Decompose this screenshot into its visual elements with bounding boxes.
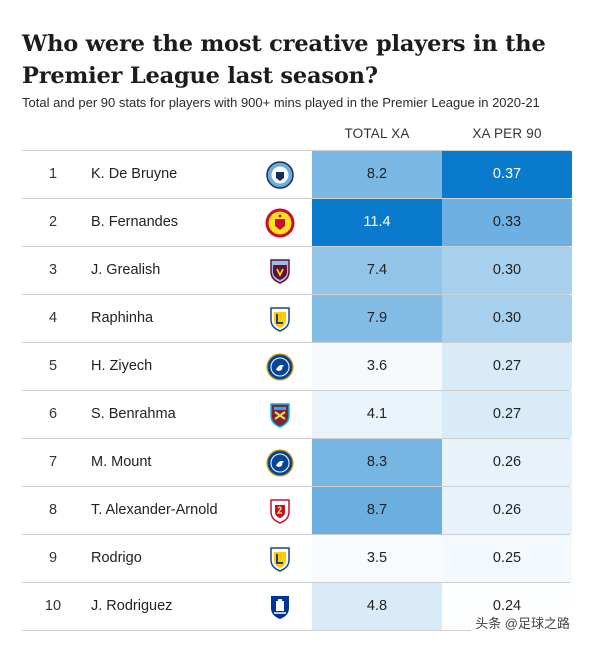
- rank-label: 3: [48, 262, 58, 278]
- west-ham-crest-icon: [265, 400, 295, 430]
- total-xa-cell: 8.7: [312, 487, 442, 534]
- liverpool-crest-icon: [265, 496, 295, 526]
- man-city-crest-icon: [265, 160, 295, 190]
- player-name: K. De Bruyne: [91, 166, 178, 182]
- watermark: 头条 @足球之路: [471, 611, 574, 634]
- rank-label: 7: [48, 454, 58, 470]
- rank-label: 5: [48, 358, 58, 374]
- table-row: 7 M. Mount 8.3 0.26: [22, 438, 572, 486]
- player-name: M. Mount: [91, 454, 152, 470]
- table-row: 9 Rodrigo 3.5 0.25: [22, 534, 572, 582]
- player-name: Raphinha: [91, 310, 154, 326]
- player-name: S. Benrahma: [91, 406, 176, 422]
- table-row: 1 K. De Bruyne 8.2 0.37: [22, 150, 572, 198]
- xa-per-90-cell: 0.25: [442, 535, 572, 582]
- total-xa-cell: 4.8: [312, 583, 442, 630]
- table-row: 4 Raphinha 7.9 0.30: [22, 294, 572, 342]
- total-xa-cell: 8.2: [312, 151, 442, 198]
- leeds-crest-icon: [265, 544, 295, 574]
- xa-per-90-cell: 0.27: [442, 391, 572, 438]
- player-name: T. Alexander-Arnold: [91, 502, 218, 518]
- xa-per-90-cell: 0.37: [442, 151, 572, 198]
- xa-per-90-cell: 0.27: [442, 343, 572, 390]
- table-row: 6 S. Benrahma 4.1 0.27: [22, 390, 572, 438]
- total-xa-cell: 7.4: [312, 247, 442, 294]
- leeds-crest-icon: [265, 304, 295, 334]
- chart-subtitle: Total and per 90 stats for players with …: [22, 95, 540, 110]
- man-united-crest-icon: [265, 208, 295, 238]
- total-xa-cell: 4.1: [312, 391, 442, 438]
- table-row: 8 T. Alexander-Arnold 8.7 0.26: [22, 486, 572, 534]
- rank-label: 6: [48, 406, 58, 422]
- table-row: 3 J. Grealish 7.4 0.30: [22, 246, 572, 294]
- table-row: 2 B. Fernandes 11.4 0.33: [22, 198, 572, 246]
- xa-table: 1 K. De Bruyne 8.2 0.37 2 B. Fernandes 11.4 0.3…: [22, 150, 572, 631]
- rank-label: 9: [48, 550, 58, 566]
- xa-per-90-cell: 0.33: [442, 199, 572, 246]
- aston-villa-crest-icon: [265, 256, 295, 286]
- total-xa-cell: 7.9: [312, 295, 442, 342]
- chelsea-crest-icon: [265, 352, 295, 382]
- total-xa-cell: 8.3: [312, 439, 442, 486]
- xa-per-90-cell: 0.30: [442, 295, 572, 342]
- chart-title: Who were the most creative players in th…: [22, 31, 546, 89]
- player-name: Rodrigo: [91, 550, 142, 566]
- xa-per-90-cell: 0.26: [442, 487, 572, 534]
- rank-label: 1: [48, 166, 58, 182]
- xa-per-90-cell: 0.26: [442, 439, 572, 486]
- total-xa-cell: 3.6: [312, 343, 442, 390]
- column-header-xa-per-90: XA PER 90: [472, 126, 542, 141]
- player-name: J. Grealish: [91, 262, 161, 278]
- rank-label: 4: [48, 310, 58, 326]
- rank-label: 2: [48, 214, 58, 230]
- total-xa-cell: 11.4: [312, 199, 442, 246]
- xa-per-90-cell: 0.30: [442, 247, 572, 294]
- total-xa-cell: 3.5: [312, 535, 442, 582]
- table-row: 5 H. Ziyech 3.6 0.27: [22, 342, 572, 390]
- column-header-total-xa: TOTAL XA: [344, 126, 410, 141]
- player-name: B. Fernandes: [91, 214, 179, 230]
- rank-label: 8: [48, 502, 58, 518]
- player-name: J. Rodriguez: [91, 598, 173, 614]
- chelsea-crest-icon: [265, 448, 295, 478]
- rank-label: 10: [44, 598, 62, 614]
- everton-crest-icon: [265, 592, 295, 622]
- player-name: H. Ziyech: [91, 358, 153, 374]
